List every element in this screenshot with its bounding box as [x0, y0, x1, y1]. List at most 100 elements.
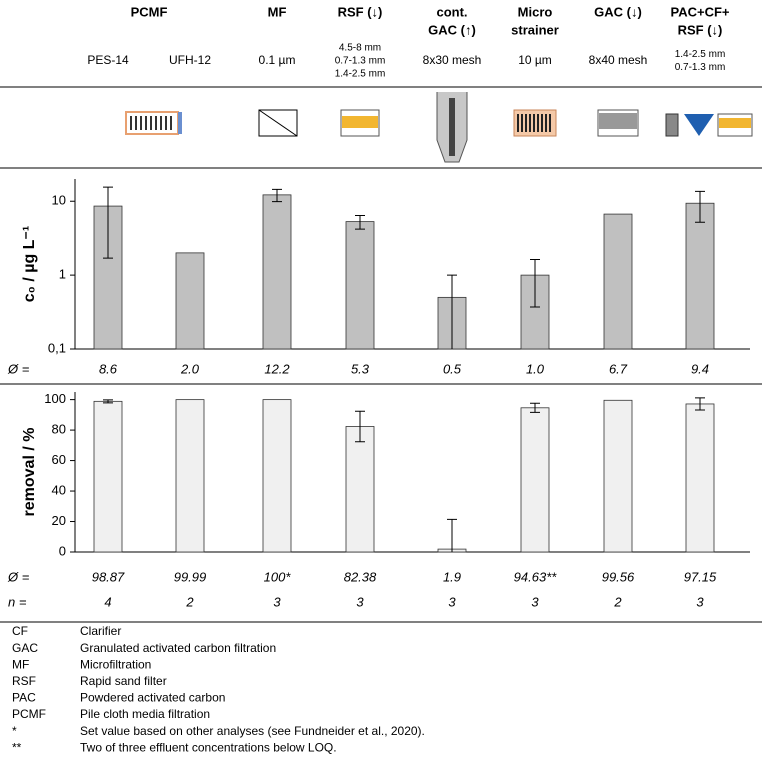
error-bar: [272, 188, 282, 203]
legend-desc: Rapid sand filter: [80, 674, 167, 688]
value-label: 98.87: [92, 569, 125, 584]
error-bar: [695, 397, 705, 411]
legend-desc: Set value based on other analyses (see F…: [80, 724, 425, 738]
bar: [603, 213, 633, 350]
bar: [175, 399, 205, 553]
bar: [175, 252, 205, 350]
error-bar: [355, 215, 365, 230]
legend-abbr: GAC: [12, 641, 38, 655]
count-label: n =: [8, 594, 27, 609]
legend-desc: Clarifier: [80, 624, 121, 638]
value-label: 2.0: [180, 361, 200, 376]
summary-label: Ø =: [7, 569, 30, 584]
group-label: PCMF: [131, 4, 168, 19]
value-label: 0.5: [443, 361, 462, 376]
group-label: cont.: [436, 4, 467, 19]
bar: [520, 407, 550, 553]
y-tick-label: 80: [52, 422, 66, 437]
summary-label: Ø =: [7, 361, 30, 376]
value-label: 1.0: [526, 361, 545, 376]
value-label: 99.56: [602, 569, 635, 584]
value-label: 9.4: [691, 361, 709, 376]
value-label: 100*: [264, 569, 292, 584]
clarifier-icon: [684, 114, 714, 136]
error-bar: [103, 399, 113, 404]
value-label: 12.2: [264, 361, 290, 376]
y-tick-label: 100: [44, 391, 66, 406]
y-axis-label: removal / %: [21, 428, 38, 517]
bar: [93, 400, 123, 553]
sub-label: 4.5-8 mm: [339, 43, 381, 54]
count-value: 3: [531, 594, 539, 609]
sub-label: 1.4-2.5 mm: [675, 49, 726, 60]
value-label: 5.3: [351, 361, 370, 376]
value-label: 97.15: [684, 569, 717, 584]
bar: [345, 426, 375, 553]
count-value: 3: [696, 594, 704, 609]
y-tick-label: 0,1: [48, 340, 66, 355]
group-label: MF: [268, 4, 287, 19]
y-tick-label: 60: [52, 452, 66, 467]
legend-desc: Two of three effluent concentrations bel…: [80, 740, 337, 754]
bar: [345, 221, 375, 350]
sub-label: 8x30 mesh: [423, 53, 482, 67]
value-label: 8.6: [99, 361, 118, 376]
value-label: 6.7: [609, 361, 628, 376]
value-label: 99.99: [174, 569, 207, 584]
error-bar: [447, 274, 457, 349]
count-value: 3: [273, 594, 281, 609]
group-label: PAC+CF+: [671, 4, 730, 19]
y-tick-label: 40: [52, 482, 66, 497]
rsf-icon-2-sand: [719, 118, 751, 128]
error-bar: [530, 258, 540, 308]
legend-desc: Powdered activated carbon: [80, 691, 225, 705]
sub-label: UFH-12: [169, 53, 211, 67]
pcmf-icon-cloth: [130, 116, 172, 130]
count-value: 4: [104, 594, 111, 609]
bar: [262, 194, 292, 350]
gac-icon-carbon: [599, 113, 637, 129]
bar: [262, 399, 292, 553]
value-label: 94.63**: [514, 569, 558, 584]
bar: [603, 399, 633, 553]
pac-icon: [665, 113, 679, 137]
mf-icon-membrane: [258, 109, 298, 137]
microstrainer-icon-discs: [517, 114, 551, 132]
y-axis-label: c₀ / µg L⁻¹: [21, 226, 38, 302]
count-value: 3: [448, 594, 456, 609]
pcmf-icon-outlet: [178, 112, 182, 134]
rsf-icon-sand: [342, 116, 378, 128]
value-label: 1.9: [443, 569, 461, 584]
process-icons: [125, 92, 753, 163]
y-tick-label: 0: [59, 543, 66, 558]
legend-abbr: *: [12, 724, 17, 738]
y-tick-label: 20: [52, 513, 66, 528]
legend-desc: Granulated activated carbon filtration: [80, 641, 276, 655]
legend-desc: Microfiltration: [80, 657, 151, 671]
legend-abbr: CF: [12, 624, 28, 638]
group-label: GAC (↓): [594, 4, 642, 19]
legend-abbr: MF: [12, 657, 29, 671]
group-label: RSF (↓): [678, 22, 723, 37]
group-label: GAC (↑): [428, 22, 476, 37]
bar: [685, 403, 715, 553]
sub-label: 10 µm: [518, 53, 552, 67]
error-bar: [447, 518, 457, 552]
value-label: 82.38: [344, 569, 377, 584]
group-label: strainer: [511, 22, 559, 37]
error-bar: [695, 190, 705, 223]
cont-gac-icon-core: [449, 98, 455, 156]
bar: [685, 202, 715, 350]
legend-desc: Pile cloth media filtration: [80, 707, 210, 721]
legend-abbr: **: [12, 740, 22, 754]
y-tick-label: 1: [59, 267, 66, 282]
count-value: 2: [613, 594, 622, 609]
count-value: 3: [356, 594, 364, 609]
group-label: Micro: [518, 4, 553, 19]
sub-label: 1.4-2.5 mm: [335, 69, 386, 80]
error-bar: [355, 410, 365, 443]
sub-label: 0.1 µm: [259, 53, 296, 67]
error-bar: [530, 402, 540, 413]
count-value: 2: [185, 594, 194, 609]
